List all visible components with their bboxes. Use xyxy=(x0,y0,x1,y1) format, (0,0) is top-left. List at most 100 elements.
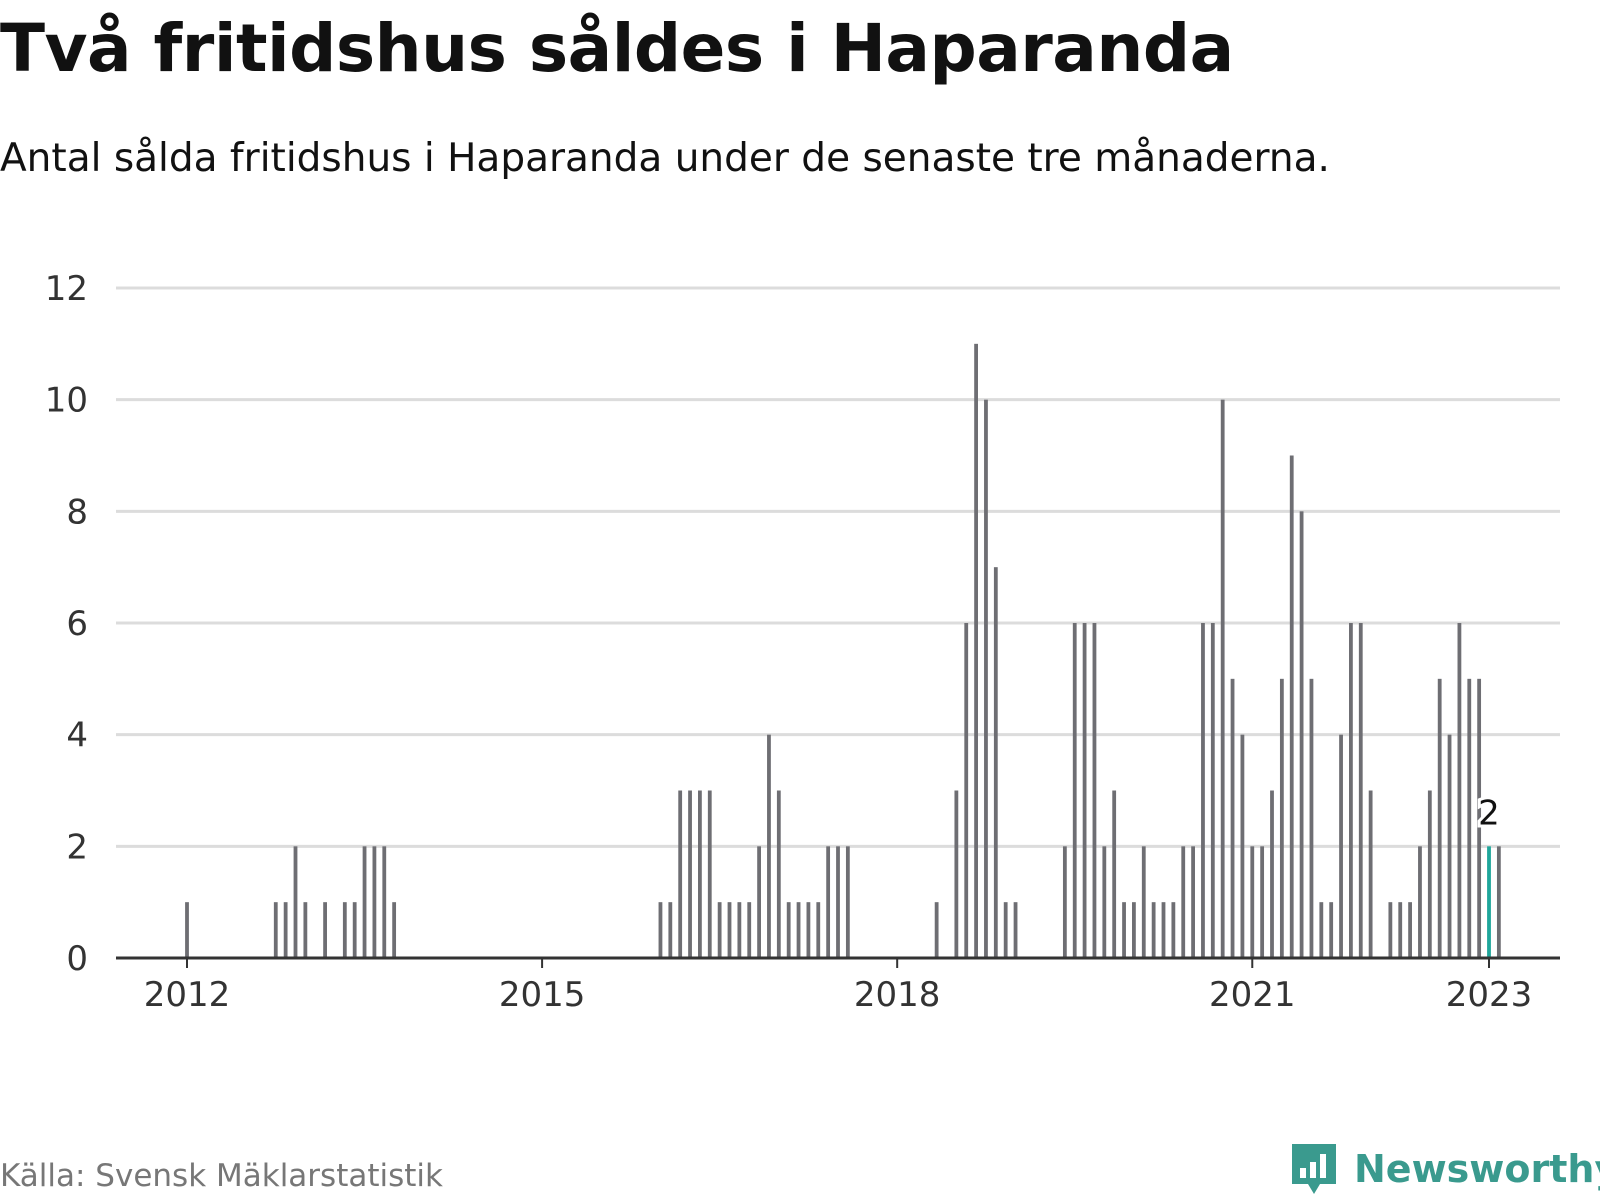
bar xyxy=(1299,511,1304,958)
highlight-value-label: 2 xyxy=(1478,793,1500,833)
bar xyxy=(1062,846,1067,958)
bar xyxy=(382,846,387,958)
bar xyxy=(1427,790,1432,958)
bar xyxy=(658,902,663,958)
bar xyxy=(737,902,742,958)
x-tick-label: 2015 xyxy=(499,975,586,1015)
bar xyxy=(688,790,692,958)
bar xyxy=(1496,846,1501,958)
bar xyxy=(1250,846,1255,958)
chart-subtitle: Antal sålda fritidshus i Haparanda under… xyxy=(0,136,1330,181)
y-tick-label: 2 xyxy=(66,827,88,867)
bar xyxy=(1072,623,1077,958)
bar xyxy=(1447,734,1452,958)
bar xyxy=(352,902,357,958)
bar xyxy=(1457,623,1462,958)
bar xyxy=(717,902,722,958)
bar xyxy=(392,902,397,958)
y-tick-label: 0 xyxy=(66,939,88,979)
bar xyxy=(1398,902,1403,958)
bar xyxy=(845,846,850,958)
bar xyxy=(727,902,732,958)
bar xyxy=(372,846,377,958)
bar xyxy=(1102,846,1107,958)
bar xyxy=(1477,678,1482,958)
y-tick-label: 12 xyxy=(45,269,88,309)
chart-title: Två fritidshus såldes i Haparanda xyxy=(0,10,1234,87)
bar xyxy=(993,567,998,958)
brand-name: Newsworthy xyxy=(1354,1147,1600,1191)
bar xyxy=(974,343,978,958)
bar xyxy=(1181,846,1186,958)
bar xyxy=(1220,399,1225,959)
y-tick-label: 6 xyxy=(66,604,88,644)
bar xyxy=(786,902,791,958)
bar xyxy=(1210,623,1215,958)
bar xyxy=(836,846,840,958)
bar xyxy=(757,846,761,958)
bar xyxy=(293,846,298,958)
bar xyxy=(806,902,811,958)
bar xyxy=(1329,902,1334,958)
bar xyxy=(185,902,189,958)
newsworthy-logo-icon xyxy=(1292,1144,1336,1194)
source-note: Källa: Svensk Mäklarstatistik xyxy=(0,1158,443,1194)
bar xyxy=(796,902,801,958)
bar xyxy=(1309,678,1314,958)
bar xyxy=(1339,734,1343,958)
bar xyxy=(1408,902,1412,958)
bar xyxy=(1171,902,1176,958)
bar xyxy=(1349,623,1353,958)
brand-logo[interactable]: Newsworthy xyxy=(1288,1140,1600,1198)
bar xyxy=(283,902,288,958)
bar xyxy=(1467,678,1472,958)
bar xyxy=(1437,678,1442,958)
y-tick-label: 10 xyxy=(45,381,88,421)
bar xyxy=(1082,623,1087,958)
bar xyxy=(776,790,781,958)
bar xyxy=(1151,902,1156,958)
bar xyxy=(826,846,831,958)
bar xyxy=(1112,790,1117,958)
bar xyxy=(1358,623,1363,958)
bar xyxy=(954,790,959,958)
x-tick-label: 2018 xyxy=(854,975,941,1015)
bar xyxy=(1132,902,1136,958)
y-tick-label: 4 xyxy=(66,716,88,756)
x-tick-label: 2012 xyxy=(144,975,231,1015)
bar xyxy=(816,902,821,958)
y-axis-ticks: 0 2 4 6 8 10 12 xyxy=(45,269,88,979)
bar-highlight xyxy=(1487,846,1491,958)
bar xyxy=(1122,902,1126,958)
bar xyxy=(362,846,367,958)
bar xyxy=(1161,902,1166,958)
bar xyxy=(1201,623,1205,958)
bar xyxy=(1013,902,1018,958)
bar xyxy=(1003,902,1008,958)
bars xyxy=(185,343,1501,959)
x-tick-label: 2021 xyxy=(1209,975,1296,1015)
bar xyxy=(767,734,771,958)
bar xyxy=(1230,678,1235,958)
bar xyxy=(1289,455,1294,958)
bar xyxy=(1141,846,1146,958)
bar xyxy=(342,902,347,958)
bar-chart: 0 2 4 6 8 10 12 2012 2015 2018 2021 2023 2 xyxy=(45,269,1560,1015)
bar xyxy=(668,902,673,958)
bar xyxy=(707,790,712,958)
bar xyxy=(1319,902,1324,958)
x-tick-label: 2023 xyxy=(1446,975,1533,1015)
bar xyxy=(1368,790,1373,958)
bar xyxy=(273,902,278,958)
bar xyxy=(984,399,988,959)
bar xyxy=(747,902,752,958)
bar xyxy=(1260,846,1265,958)
bar xyxy=(964,623,969,958)
bar xyxy=(698,790,702,958)
bar xyxy=(1418,846,1422,958)
grid-lines xyxy=(116,286,1560,848)
bar xyxy=(1092,623,1097,958)
bar xyxy=(323,902,327,958)
bar xyxy=(1388,902,1393,958)
bar xyxy=(1279,678,1284,958)
